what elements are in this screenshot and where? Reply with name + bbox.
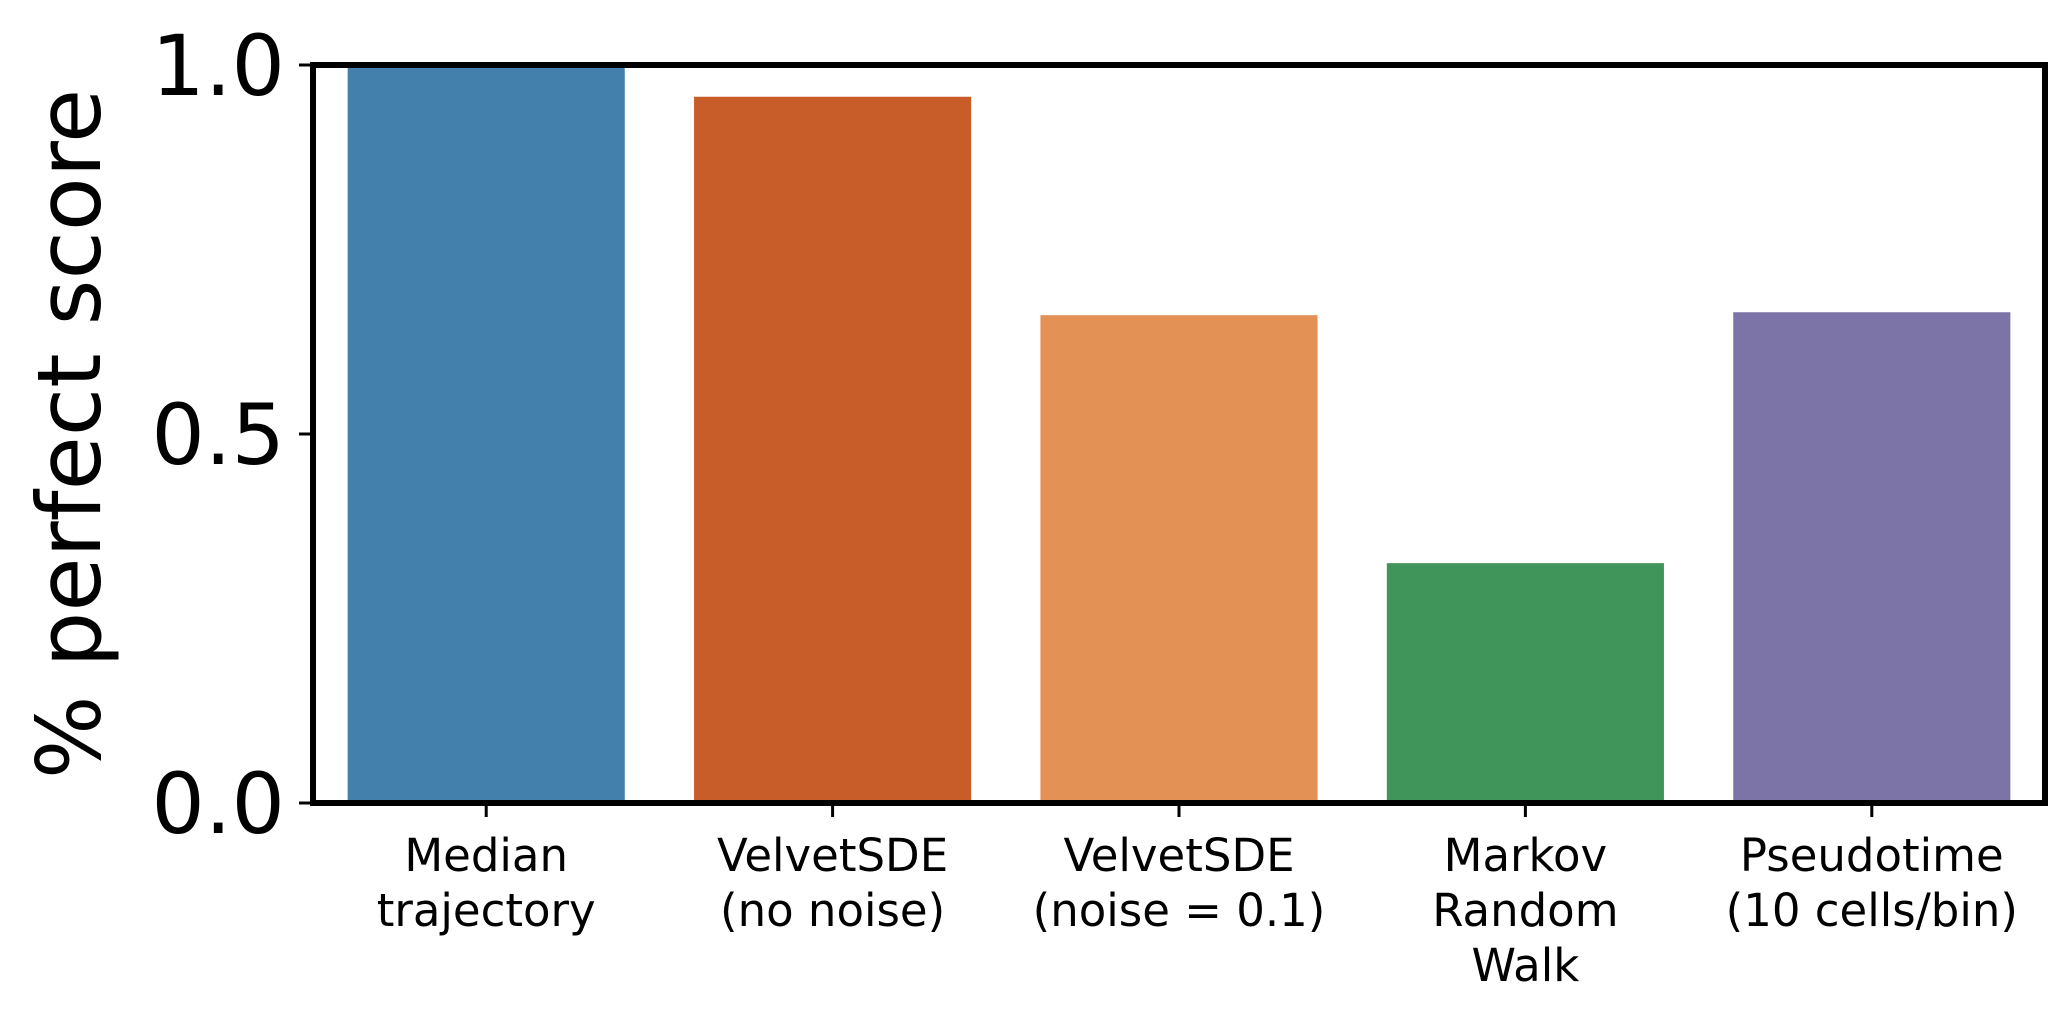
y-axis: 0.0 0.5 1.0 bbox=[151, 17, 313, 853]
bar-1 bbox=[694, 96, 972, 803]
y-tick-label-1: 0.5 bbox=[151, 386, 285, 484]
x-tick-label-3-1: Random bbox=[1432, 884, 1618, 937]
x-tick-label-1-0: VelvetSDE bbox=[717, 829, 948, 882]
y-axis-label: % perfect score bbox=[18, 89, 121, 779]
x-tick-label-3-2: Walk bbox=[1472, 939, 1580, 992]
y-tick-label-0: 0.0 bbox=[151, 755, 285, 853]
x-tick-label-4-1: (10 cells/bin) bbox=[1726, 884, 2018, 937]
bar-4 bbox=[1733, 312, 2011, 803]
bars bbox=[347, 65, 2011, 803]
x-tick-label-1-1: (no noise) bbox=[720, 884, 945, 937]
x-tick-label-2-1: (noise = 0.1) bbox=[1033, 884, 1326, 937]
bar-3 bbox=[1386, 563, 1664, 803]
x-tick-label-2-0: VelvetSDE bbox=[1063, 829, 1294, 882]
y-tick-label-2: 1.0 bbox=[151, 17, 285, 115]
x-tick-label-3-0: Markov bbox=[1444, 829, 1608, 882]
x-tick-label-0-0: Median bbox=[404, 829, 568, 882]
bar-0 bbox=[347, 65, 625, 803]
x-tick-label-4-0: Pseudotime bbox=[1740, 829, 2004, 882]
x-tick-label-0-1: trajectory bbox=[377, 884, 596, 937]
bar-2 bbox=[1040, 315, 1318, 803]
